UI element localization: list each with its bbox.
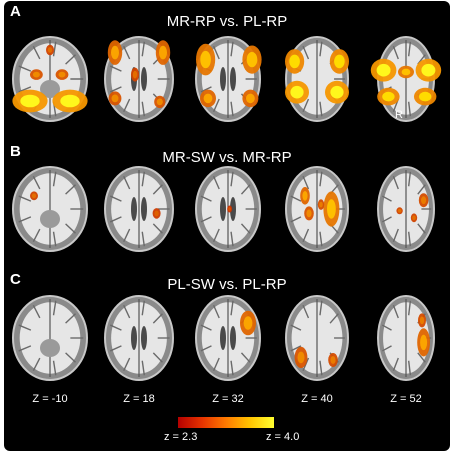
activation-blob-core [382, 92, 394, 102]
activation-blob-core [60, 95, 79, 108]
activation-blob-core [59, 72, 66, 78]
brain-slice [99, 35, 179, 123]
activation-blob-core [421, 64, 435, 77]
activation-blob-core [419, 92, 431, 102]
brain-slice [99, 165, 179, 253]
figure: A MR-RP vs. PL-RP R B MR-SW vs. MR-RP C … [4, 1, 450, 451]
activation-blob-core [327, 199, 336, 218]
colorbar [178, 417, 274, 428]
brain-slice [10, 35, 90, 123]
activation-blob-core [244, 316, 253, 330]
z-label: Z = 32 [188, 393, 268, 405]
slice-row-a [4, 35, 450, 123]
activation-blob-core [398, 209, 402, 213]
activation-blob-core [289, 55, 300, 69]
activation-blob-core [421, 196, 426, 204]
slice-row-b [4, 165, 450, 253]
activation-blob-core [420, 317, 424, 325]
brain-slice [277, 35, 357, 123]
colorbar-max-label: z = 4.0 [266, 431, 299, 443]
z-label: Z = -10 [10, 393, 90, 405]
colorbar-min-label: z = 2.3 [164, 431, 197, 443]
activation-blob-core [402, 69, 411, 76]
activation-blob-core [111, 46, 119, 60]
activation-blob-core [377, 64, 391, 77]
activation-blob-core [319, 202, 323, 208]
brain-slice [366, 294, 446, 382]
activation-blob-core [330, 356, 335, 364]
activation-blob-core [154, 211, 158, 217]
activation-blob-core [420, 335, 427, 350]
slice-row-c [4, 294, 450, 382]
activation-blob-core [246, 94, 255, 104]
activation-blob-core [290, 86, 303, 99]
activation-blob-core [157, 99, 163, 106]
activation-blob-core [306, 210, 311, 218]
brain-slice [188, 165, 268, 253]
z-label: Z = 40 [277, 393, 357, 405]
z-label: Z = 52 [366, 393, 446, 405]
panel-title-c: PL-SW vs. PL-RP [4, 276, 450, 293]
panel-title-a: MR-RP vs. PL-RP [4, 13, 450, 30]
panel-title-b: MR-SW vs. MR-RP [4, 149, 450, 166]
brain-slice [366, 165, 446, 253]
activation-blob-core [200, 51, 211, 68]
activation-blob-core [247, 52, 258, 67]
activation-blob-core [330, 86, 343, 99]
brain-slice [188, 294, 268, 382]
brain-slice [188, 35, 268, 123]
activation-blob-core [33, 72, 40, 78]
activation-blob-core [112, 95, 119, 103]
brain-slice [277, 165, 357, 253]
activation-blob-core [204, 94, 213, 104]
brain-slice [99, 294, 179, 382]
brain-slice [366, 35, 446, 123]
z-label: Z = 18 [99, 393, 179, 405]
brain-slice [10, 294, 90, 382]
activation-blob-core [412, 215, 416, 220]
brain-slice [10, 165, 90, 253]
activation-blob-core [159, 46, 167, 60]
orientation-label: R [395, 109, 403, 121]
activation-blob-core [334, 55, 345, 69]
activation-blob-core [20, 95, 39, 108]
activation-blob-core [48, 47, 52, 53]
activation-blob-core [302, 191, 307, 201]
activation-blob-core [133, 71, 137, 79]
activation-blob-core [298, 352, 305, 364]
activation-blob-core [32, 193, 36, 198]
activation-blob-core [228, 207, 231, 211]
brain-slice [277, 294, 357, 382]
